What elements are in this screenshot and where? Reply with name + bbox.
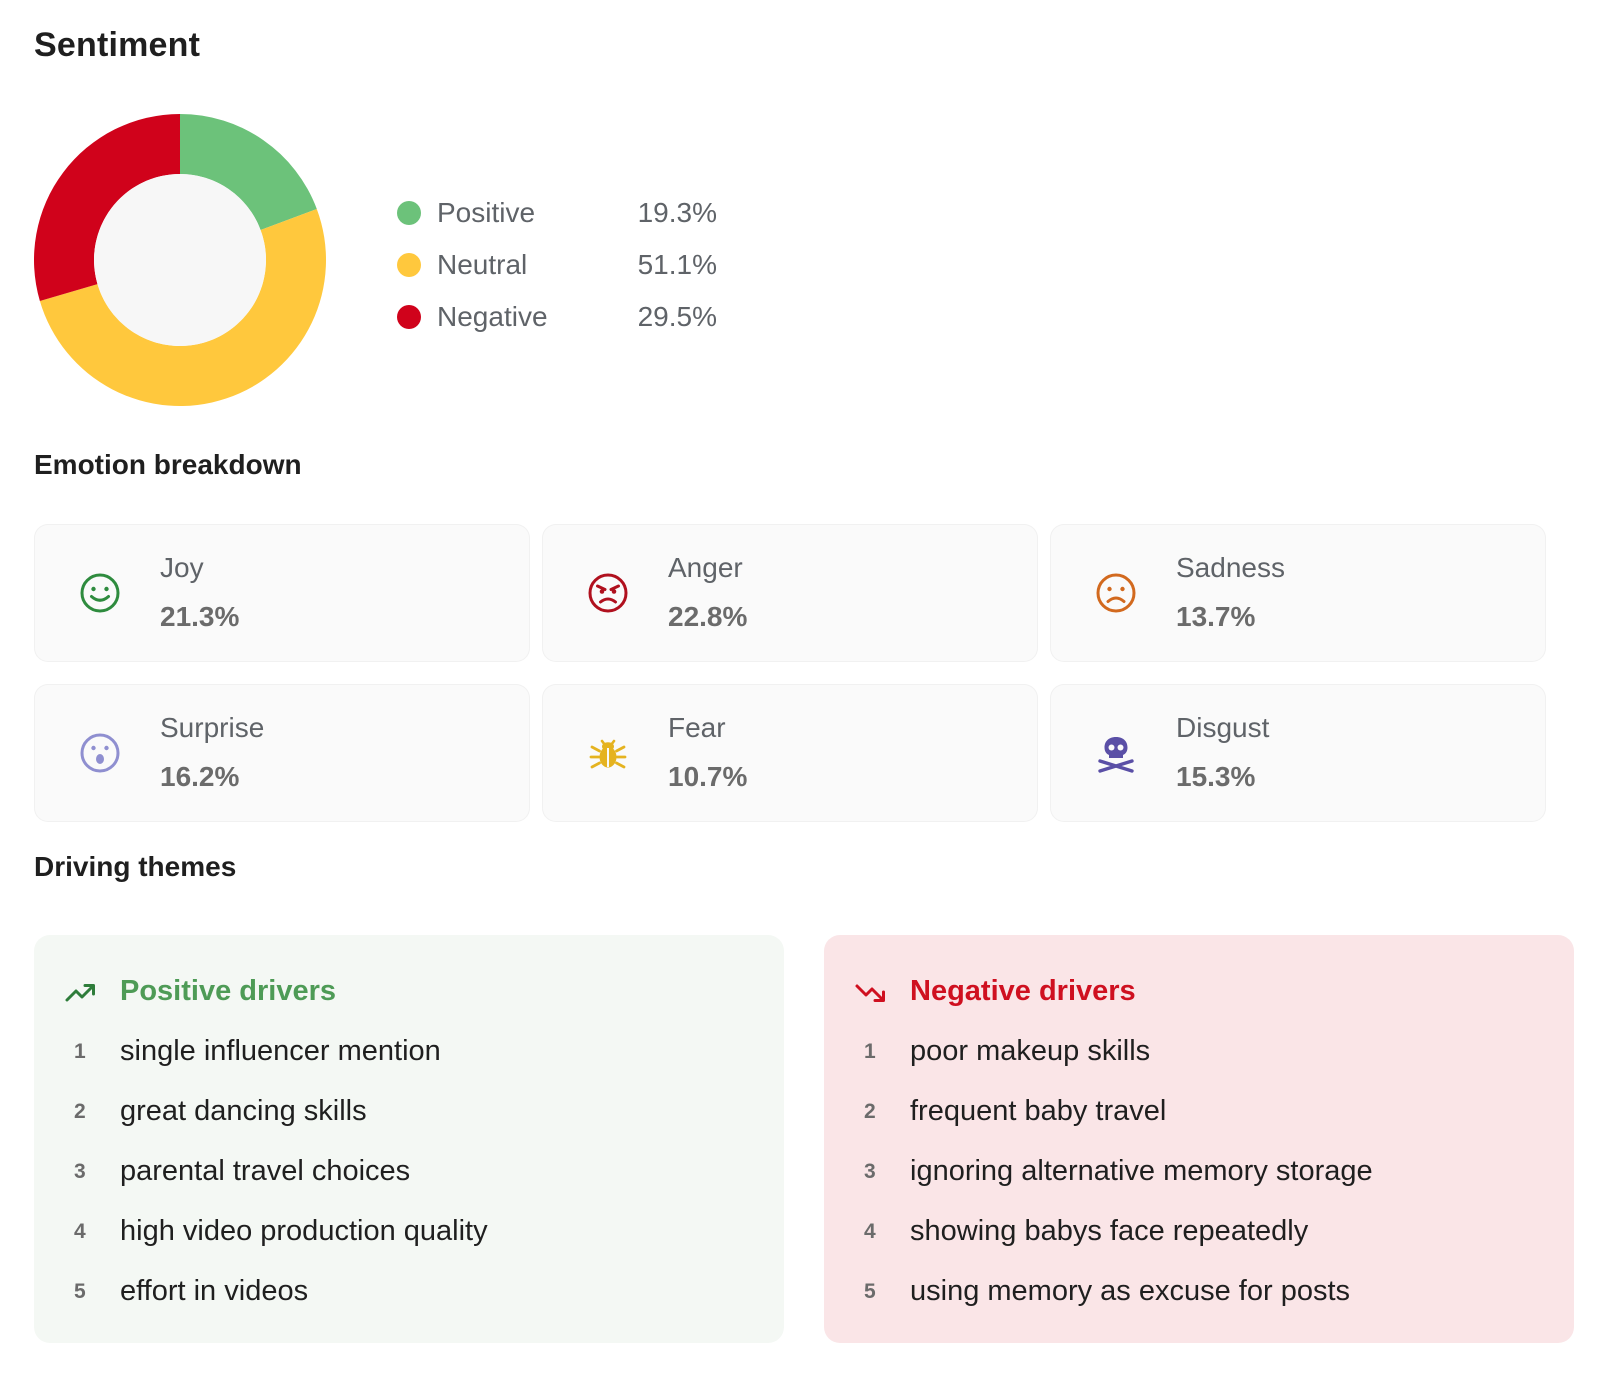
driver-text: single influencer mention bbox=[120, 1035, 441, 1067]
driver-text: showing babys face repeatedly bbox=[910, 1215, 1309, 1247]
driver-text: great dancing skills bbox=[120, 1095, 367, 1127]
trending-down-icon bbox=[854, 976, 888, 1010]
emotion-value: 15.3% bbox=[1176, 761, 1256, 792]
legend-label: Positive bbox=[437, 197, 536, 228]
donut-slice-negative bbox=[34, 114, 180, 301]
donut-svg bbox=[34, 114, 326, 406]
positive-drivers-panel: Positive drivers 1 single influencer ment… bbox=[34, 935, 784, 1343]
sentiment-donut-chart bbox=[34, 114, 334, 414]
rank-number: 1 bbox=[74, 1040, 86, 1063]
rank-number: 1 bbox=[864, 1040, 876, 1063]
legend-item-negative: Negative 29.5% bbox=[397, 291, 717, 343]
emotion-value: 16.2% bbox=[160, 761, 240, 792]
driver-text: ignoring alternative memory storage bbox=[910, 1155, 1373, 1187]
rank-number: 4 bbox=[74, 1220, 86, 1243]
skull-crossbones-icon bbox=[1094, 731, 1138, 775]
legend-value: 19.3% bbox=[637, 197, 717, 228]
emotion-value: 21.3% bbox=[160, 601, 240, 632]
surprised-face-icon bbox=[78, 731, 122, 775]
emotion-name: Joy bbox=[160, 552, 204, 583]
page-title: Sentiment bbox=[34, 26, 201, 64]
negative-dot bbox=[397, 305, 421, 329]
positive-drivers-title: Positive drivers bbox=[120, 975, 336, 1007]
frown-icon bbox=[1094, 571, 1138, 615]
rank-number: 3 bbox=[74, 1160, 86, 1183]
negative-drivers-header: Negative drivers bbox=[854, 973, 1136, 1013]
donut-slice-neutral bbox=[39, 208, 326, 406]
emotion-value: 13.7% bbox=[1176, 601, 1256, 632]
rank-number: 5 bbox=[864, 1280, 876, 1303]
emotion-value: 22.8% bbox=[668, 601, 748, 632]
rank-number: 4 bbox=[864, 1220, 876, 1243]
emotion-card-fear: Fear 10.7% bbox=[542, 684, 1038, 822]
emotion-breakdown-heading: Emotion breakdown bbox=[34, 449, 302, 480]
rank-number: 2 bbox=[864, 1100, 876, 1123]
driving-themes-heading: Driving themes bbox=[34, 851, 237, 882]
positive-dot bbox=[397, 201, 421, 225]
emotion-name: Disgust bbox=[1176, 712, 1270, 743]
smile-icon bbox=[78, 571, 122, 615]
negative-drivers-title: Negative drivers bbox=[910, 975, 1136, 1007]
positive-drivers-header: Positive drivers bbox=[64, 973, 336, 1013]
emotion-name: Anger bbox=[668, 552, 743, 583]
driver-text: parental travel choices bbox=[120, 1155, 411, 1187]
emotion-card-surprise: Surprise 16.2% bbox=[34, 684, 530, 822]
bug-icon bbox=[586, 731, 630, 775]
driver-text: using memory as excuse for posts bbox=[910, 1275, 1351, 1307]
donut-slice-positive bbox=[180, 114, 317, 230]
emotion-card-sadness: Sadness 13.7% bbox=[1050, 524, 1546, 662]
emotion-name: Fear bbox=[668, 712, 726, 743]
emotion-value: 10.7% bbox=[668, 761, 748, 792]
legend-item-neutral: Neutral 51.1% bbox=[397, 239, 717, 291]
emotion-card-joy: Joy 21.3% bbox=[34, 524, 530, 662]
driver-text: high video production quality bbox=[120, 1215, 488, 1247]
rank-number: 5 bbox=[74, 1280, 86, 1303]
legend-item-positive: Positive 19.3% bbox=[397, 187, 717, 239]
emotion-name: Surprise bbox=[160, 712, 265, 743]
legend-value: 29.5% bbox=[637, 301, 717, 332]
driver-text: frequent baby travel bbox=[910, 1095, 1167, 1127]
sentiment-legend: Positive 19.3% Neutral 51.1% Negative 29… bbox=[397, 187, 717, 343]
rank-number: 3 bbox=[864, 1160, 876, 1183]
emotion-card-disgust: Disgust 15.3% bbox=[1050, 684, 1546, 822]
negative-drivers-panel: Negative drivers 1 poor makeup skills 2 fr… bbox=[824, 935, 1574, 1343]
legend-value: 51.1% bbox=[637, 249, 717, 280]
legend-label: Neutral bbox=[437, 249, 528, 280]
trending-up-icon bbox=[64, 976, 98, 1010]
rank-number: 2 bbox=[74, 1100, 86, 1123]
emotion-card-anger: Anger 22.8% bbox=[542, 524, 1038, 662]
donut-hole bbox=[94, 174, 266, 346]
driver-text: poor makeup skills bbox=[910, 1035, 1151, 1067]
emotion-name: Sadness bbox=[1176, 552, 1285, 583]
angry-face-icon bbox=[586, 571, 630, 615]
neutral-dot bbox=[397, 253, 421, 277]
legend-label: Negative bbox=[437, 301, 548, 332]
driver-text: effort in videos bbox=[120, 1275, 309, 1307]
